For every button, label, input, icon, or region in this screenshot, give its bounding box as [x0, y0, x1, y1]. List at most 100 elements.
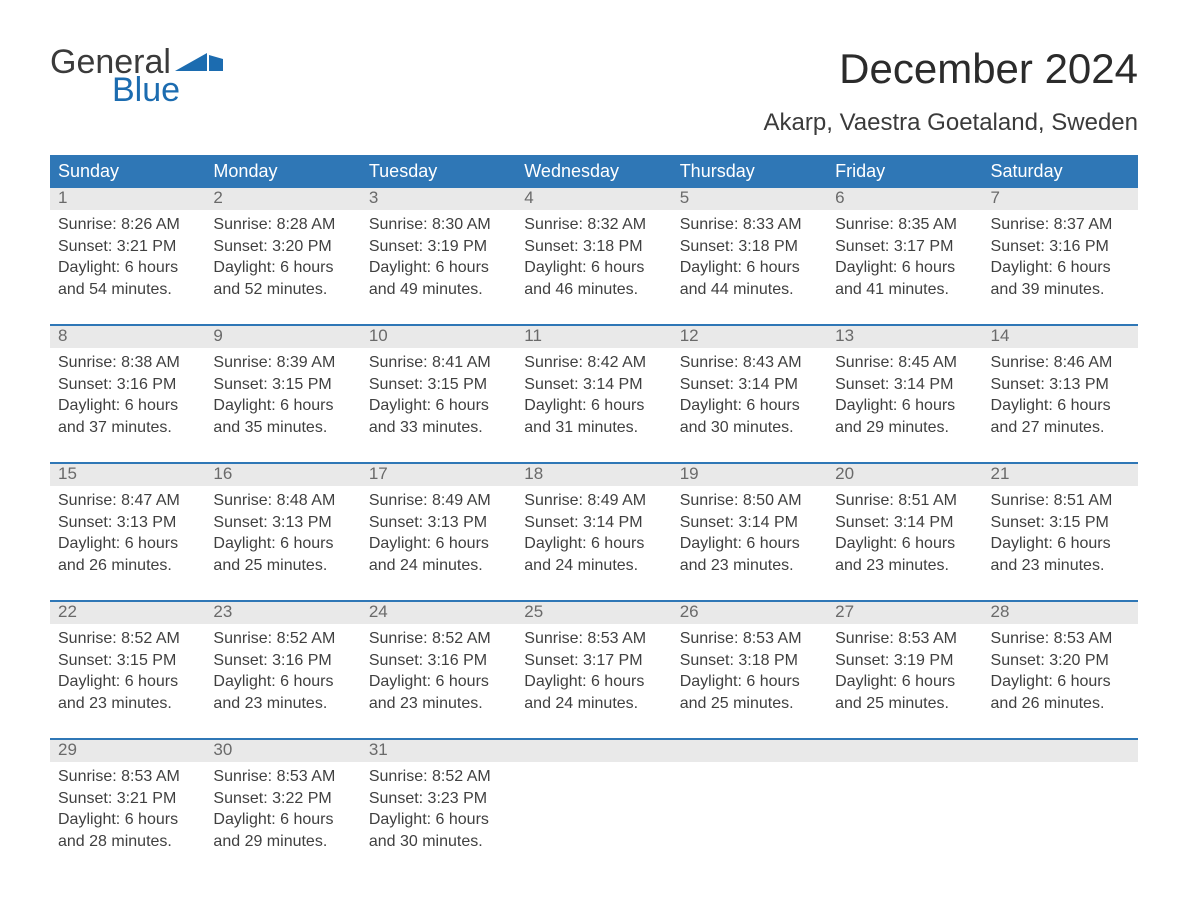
- weekday-header-cell: Sunday: [50, 155, 205, 188]
- day-number-cell: 6: [827, 188, 982, 210]
- daylight-line: Daylight: 6 hours and 24 minutes.: [524, 671, 663, 714]
- daylight-line: Daylight: 6 hours and 29 minutes.: [213, 809, 352, 852]
- day-content-cell: Sunrise: 8:32 AMSunset: 3:18 PMDaylight:…: [516, 210, 671, 310]
- day-content-cell: Sunrise: 8:35 AMSunset: 3:17 PMDaylight:…: [827, 210, 982, 310]
- daylight-line: Daylight: 6 hours and 26 minutes.: [58, 533, 197, 576]
- sunset-line: Sunset: 3:15 PM: [991, 512, 1130, 534]
- day-number-cell: 26: [672, 602, 827, 624]
- sunrise-line: Sunrise: 8:26 AM: [58, 214, 197, 236]
- day-content-cell: Sunrise: 8:28 AMSunset: 3:20 PMDaylight:…: [205, 210, 360, 310]
- weekday-header-cell: Monday: [205, 155, 360, 188]
- sunrise-line: Sunrise: 8:52 AM: [369, 628, 508, 650]
- daylight-line: Daylight: 6 hours and 26 minutes.: [991, 671, 1130, 714]
- sunrise-line: Sunrise: 8:48 AM: [213, 490, 352, 512]
- sunrise-line: Sunrise: 8:49 AM: [524, 490, 663, 512]
- day-content-cell: Sunrise: 8:53 AMSunset: 3:21 PMDaylight:…: [50, 762, 205, 862]
- sunset-line: Sunset: 3:15 PM: [213, 374, 352, 396]
- day-number-cell: [516, 740, 671, 762]
- day-content-cell: Sunrise: 8:49 AMSunset: 3:14 PMDaylight:…: [516, 486, 671, 586]
- day-number-cell: 21: [983, 464, 1138, 486]
- day-content-row: Sunrise: 8:53 AMSunset: 3:21 PMDaylight:…: [50, 762, 1138, 862]
- sunset-line: Sunset: 3:13 PM: [369, 512, 508, 534]
- weekday-header-cell: Thursday: [672, 155, 827, 188]
- weekday-header-row: SundayMondayTuesdayWednesdayThursdayFrid…: [50, 155, 1138, 188]
- sunset-line: Sunset: 3:18 PM: [680, 236, 819, 258]
- daylight-line: Daylight: 6 hours and 39 minutes.: [991, 257, 1130, 300]
- day-number-cell: 8: [50, 326, 205, 348]
- sunrise-line: Sunrise: 8:28 AM: [213, 214, 352, 236]
- day-content-cell: Sunrise: 8:52 AMSunset: 3:23 PMDaylight:…: [361, 762, 516, 862]
- weekday-header-cell: Friday: [827, 155, 982, 188]
- day-content-cell: Sunrise: 8:45 AMSunset: 3:14 PMDaylight:…: [827, 348, 982, 448]
- daylight-line: Daylight: 6 hours and 23 minutes.: [369, 671, 508, 714]
- sunset-line: Sunset: 3:16 PM: [991, 236, 1130, 258]
- day-number-cell: 22: [50, 602, 205, 624]
- day-number-row: 22232425262728: [50, 602, 1138, 624]
- day-number-cell: 19: [672, 464, 827, 486]
- daylight-line: Daylight: 6 hours and 30 minutes.: [369, 809, 508, 852]
- day-content-cell: Sunrise: 8:53 AMSunset: 3:20 PMDaylight:…: [983, 624, 1138, 724]
- day-number-cell: 9: [205, 326, 360, 348]
- day-content-cell: Sunrise: 8:39 AMSunset: 3:15 PMDaylight:…: [205, 348, 360, 448]
- sunset-line: Sunset: 3:14 PM: [835, 374, 974, 396]
- day-content-cell: [827, 762, 982, 862]
- sunset-line: Sunset: 3:17 PM: [524, 650, 663, 672]
- sunrise-line: Sunrise: 8:52 AM: [369, 766, 508, 788]
- day-content-cell: Sunrise: 8:30 AMSunset: 3:19 PMDaylight:…: [361, 210, 516, 310]
- day-content-row: Sunrise: 8:47 AMSunset: 3:13 PMDaylight:…: [50, 486, 1138, 586]
- day-number-cell: 14: [983, 326, 1138, 348]
- day-content-row: Sunrise: 8:38 AMSunset: 3:16 PMDaylight:…: [50, 348, 1138, 448]
- weekday-header-cell: Wednesday: [516, 155, 671, 188]
- day-content-cell: Sunrise: 8:53 AMSunset: 3:17 PMDaylight:…: [516, 624, 671, 724]
- sunrise-line: Sunrise: 8:45 AM: [835, 352, 974, 374]
- day-number-cell: 13: [827, 326, 982, 348]
- calendar-grid: SundayMondayTuesdayWednesdayThursdayFrid…: [50, 155, 1138, 862]
- sunset-line: Sunset: 3:18 PM: [524, 236, 663, 258]
- day-number-cell: 10: [361, 326, 516, 348]
- calendar-week: 1234567Sunrise: 8:26 AMSunset: 3:21 PMDa…: [50, 188, 1138, 310]
- sunset-line: Sunset: 3:14 PM: [680, 374, 819, 396]
- day-number-cell: 25: [516, 602, 671, 624]
- day-number-cell: 31: [361, 740, 516, 762]
- weekday-header-cell: Tuesday: [361, 155, 516, 188]
- day-number-cell: 24: [361, 602, 516, 624]
- sunrise-line: Sunrise: 8:47 AM: [58, 490, 197, 512]
- calendar-page: General Blue December 2024 Akarp, Vaestr…: [0, 0, 1188, 912]
- day-content-cell: [672, 762, 827, 862]
- sunset-line: Sunset: 3:16 PM: [58, 374, 197, 396]
- calendar-week: 891011121314Sunrise: 8:38 AMSunset: 3:16…: [50, 324, 1138, 448]
- daylight-line: Daylight: 6 hours and 41 minutes.: [835, 257, 974, 300]
- daylight-line: Daylight: 6 hours and 54 minutes.: [58, 257, 197, 300]
- calendar-week: 15161718192021Sunrise: 8:47 AMSunset: 3:…: [50, 462, 1138, 586]
- daylight-line: Daylight: 6 hours and 44 minutes.: [680, 257, 819, 300]
- day-number-cell: 28: [983, 602, 1138, 624]
- daylight-line: Daylight: 6 hours and 35 minutes.: [213, 395, 352, 438]
- day-content-cell: [983, 762, 1138, 862]
- sunrise-line: Sunrise: 8:41 AM: [369, 352, 508, 374]
- daylight-line: Daylight: 6 hours and 24 minutes.: [369, 533, 508, 576]
- sunset-line: Sunset: 3:17 PM: [835, 236, 974, 258]
- sunset-line: Sunset: 3:19 PM: [369, 236, 508, 258]
- sunset-line: Sunset: 3:14 PM: [524, 374, 663, 396]
- daylight-line: Daylight: 6 hours and 23 minutes.: [835, 533, 974, 576]
- sunrise-line: Sunrise: 8:39 AM: [213, 352, 352, 374]
- sunrise-line: Sunrise: 8:43 AM: [680, 352, 819, 374]
- sunset-line: Sunset: 3:14 PM: [524, 512, 663, 534]
- sunrise-line: Sunrise: 8:53 AM: [680, 628, 819, 650]
- day-content-cell: Sunrise: 8:53 AMSunset: 3:18 PMDaylight:…: [672, 624, 827, 724]
- sunset-line: Sunset: 3:13 PM: [991, 374, 1130, 396]
- sunset-line: Sunset: 3:20 PM: [213, 236, 352, 258]
- day-number-cell: 12: [672, 326, 827, 348]
- day-number-cell: 5: [672, 188, 827, 210]
- day-number-cell: [983, 740, 1138, 762]
- day-content-cell: Sunrise: 8:51 AMSunset: 3:14 PMDaylight:…: [827, 486, 982, 586]
- brand-word-blue: Blue: [112, 73, 223, 107]
- sunrise-line: Sunrise: 8:30 AM: [369, 214, 508, 236]
- sunrise-line: Sunrise: 8:53 AM: [835, 628, 974, 650]
- day-number-row: 1234567: [50, 188, 1138, 210]
- calendar-week: 293031Sunrise: 8:53 AMSunset: 3:21 PMDay…: [50, 738, 1138, 862]
- day-number-cell: 29: [50, 740, 205, 762]
- sunrise-line: Sunrise: 8:51 AM: [835, 490, 974, 512]
- day-content-cell: Sunrise: 8:49 AMSunset: 3:13 PMDaylight:…: [361, 486, 516, 586]
- day-content-cell: Sunrise: 8:42 AMSunset: 3:14 PMDaylight:…: [516, 348, 671, 448]
